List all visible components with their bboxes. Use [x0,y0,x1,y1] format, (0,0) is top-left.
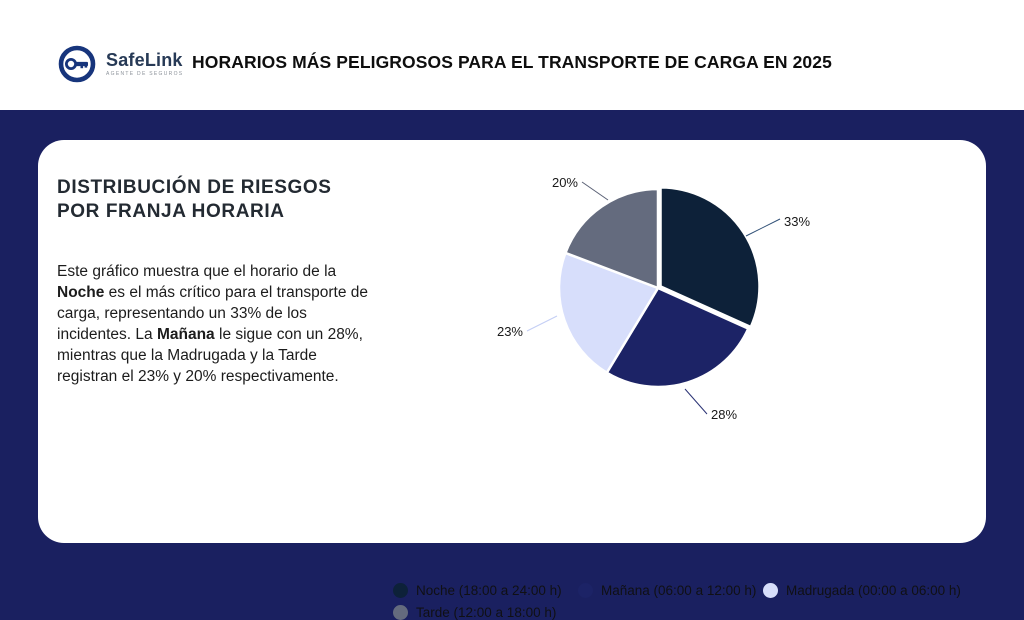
legend-item-manana: Mañana (06:00 a 12:00 h) [578,583,763,598]
header-band: SafeLink AGENTE DE SEGUROS HORARIOS MÁS … [0,0,1024,110]
paragraph-text: Este gráfico muestra que el horario de l… [57,263,337,280]
legend-label-madrugada: Madrugada (00:00 a 06:00 h) [786,583,961,598]
safelink-logo: SafeLink AGENTE DE SEGUROS [57,44,183,84]
pie-slice-manana [605,286,750,389]
chart-title-line2: POR FRANJA HORARIA [57,201,285,222]
description-paragraph: Este gráfico muestra que el horario de l… [57,261,377,387]
percent-label-noche: 33% [784,214,810,229]
legend-item-madrugada: Madrugada (00:00 a 06:00 h) [763,583,961,598]
content-card: DISTRIBUCIÓN DE RIESGOS POR FRANJA HORAR… [38,140,986,620]
legend-swatch-tarde [393,605,408,620]
pie-slice-madrugada [557,251,660,374]
leader-line-manana [684,388,708,415]
leader-line-noche [745,218,781,237]
legend-label-noche: Noche (18:00 a 24:00 h) [416,583,562,598]
leader-line-tarde [581,181,609,201]
paragraph-text: es el más crítico para el transporte de … [57,284,368,343]
legend-label-tarde: Tarde (12:00 a 18:00 h) [416,605,557,620]
paragraph-text: le sigue con un 28%, mientras que la Mad… [57,326,363,385]
page-title: HORARIOS MÁS PELIGROSOS PARA EL TRANSPOR… [192,52,832,72]
percent-label-tarde: 20% [552,175,578,190]
pie-chart: 33% 28% 23% 20% [438,160,908,460]
highlighted-term: Mañana [156,326,215,343]
highlighted-term: Noche [57,284,105,301]
key-icon [58,45,96,83]
percent-label-madrugada: 23% [497,324,523,339]
chart-title-line1: DISTRIBUCIÓN DE RIESGOS [57,177,332,198]
legend-swatch-madrugada [763,583,778,598]
chart-title: DISTRIBUCIÓN DE RIESGOS POR FRANJA HORAR… [57,176,332,224]
percent-label-manana: 28% [711,407,737,422]
chart-legend: Noche (18:00 a 24:00 h) Mañana (06:00 a 1… [393,583,961,620]
leader-line-madrugada [526,315,558,332]
legend-label-manana: Mañana (06:00 a 12:00 h) [601,583,757,598]
pie-slice-noche [659,186,761,329]
legend-swatch-noche [393,583,408,598]
pie-slice-tarde [564,187,660,290]
logo-tagline: AGENTE DE SEGUROS [106,71,184,77]
logo-text: SafeLink AGENTE DE SEGUROS [106,51,183,77]
legend-swatch-manana [578,583,593,598]
legend-item-noche: Noche (18:00 a 24:00 h) [393,583,578,598]
legend-item-tarde: Tarde (12:00 a 18:00 h) [393,605,578,620]
logo-name: SafeLink [106,50,183,70]
